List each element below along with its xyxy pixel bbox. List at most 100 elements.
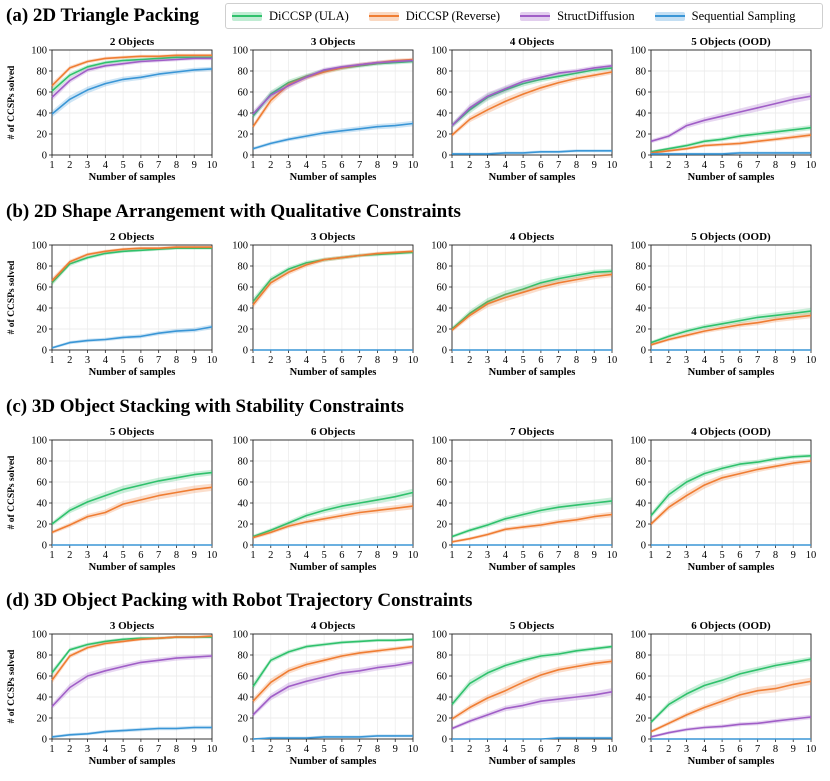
chart-1-2-xtick-label: 1 <box>449 355 454 366</box>
chart-0-0-sequential-sampling-line <box>51 68 213 115</box>
chart-1-3-ytick-label: 80 <box>636 262 647 273</box>
chart-3-1-xtick-label: 10 <box>408 744 419 755</box>
chart-2-0-xtick-label: 3 <box>85 550 90 561</box>
legend-label-ula: DiCCSP (ULA) <box>269 8 349 23</box>
chart-2-1-xtick-label: 4 <box>304 550 310 561</box>
chart-0-3-xtick-label: 10 <box>806 160 817 171</box>
chart-0-3-structdiffusion-line <box>650 95 812 143</box>
chart-0-0-diccsp-reverse-line <box>51 54 212 87</box>
chart-0-0-xtick-label: 7 <box>156 160 161 171</box>
legend-item-reverse: DiCCSP (Reverse) <box>368 9 500 24</box>
chart-0-1-xtick-label: 3 <box>286 160 291 171</box>
chart-3-1-xtick-label: 4 <box>304 744 310 755</box>
chart-2-1-xtick-label: 7 <box>357 550 362 561</box>
chart-1-1-xlabel: Number of samples <box>290 367 377 378</box>
chart-3-0-ytick-label: 0 <box>42 735 47 746</box>
chart-2-0-xtick-label: 2 <box>67 550 72 561</box>
chart-2-2-xtick-label: 10 <box>607 550 618 561</box>
chart-1-3-ytick-label: 0 <box>641 346 646 357</box>
chart-3-2-ytick-label: 80 <box>437 651 448 662</box>
chart-0-2-structdiffusion-band <box>452 63 612 129</box>
chart-2-0-ylabel: # of CCSPs solved <box>7 455 17 529</box>
chart-3-2-xtick-label: 1 <box>449 744 454 755</box>
chart-3-1-ytick-label: 40 <box>238 693 249 704</box>
chart-3-3: 6 Objects (OOD) 0 20 40 60 80 100 1 2 3 4 5 6 7 8 9 10 Nu… <box>630 620 816 767</box>
chart-0-0-ytick-label: 40 <box>37 109 48 120</box>
chart-3-0: 3 Objects 0 20 40 60 80 100 1 2 3 4 5 6 7 8 9 10 Number o… <box>7 620 217 767</box>
section-title-b: (b) 2D Shape Arrangement with Qualitativ… <box>6 201 461 222</box>
chart-1-0-ytick-label: 40 <box>37 304 48 315</box>
chart-3-2-diccsp-reverse-line <box>451 660 613 720</box>
chart-1-3-xtick-label: 7 <box>755 355 760 366</box>
chart-0-2-diccsp-reverse-line <box>451 71 613 136</box>
chart-1-2-xlabel: Number of samples <box>489 367 576 378</box>
chart-1-3-xtick-label: 3 <box>684 355 689 366</box>
chart-0-1-ytick-label: 20 <box>238 130 249 141</box>
chart-0-0-ytick-label: 60 <box>37 88 48 99</box>
chart-3-1-structdiffusion-band <box>253 659 413 718</box>
chart-1-1-xtick-label: 8 <box>375 355 380 366</box>
chart-3-0-xtick-label: 4 <box>103 744 109 755</box>
chart-2-1: 6 Objects 0 20 40 60 80 100 1 2 3 4 5 6 7 8 9 10 Number o… <box>232 426 418 573</box>
chart-2-3-ytick-label: 80 <box>636 457 647 468</box>
chart-1-3-ytick-label: 20 <box>636 325 647 336</box>
chart-2-0-xtick-label: 1 <box>49 550 54 561</box>
chart-1-0-xtick-label: 8 <box>174 355 179 366</box>
chart-2-0-diccsp-reverse-line <box>51 486 213 534</box>
chart-1-1-xtick-label: 4 <box>304 355 310 366</box>
chart-2-3-ytick-label: 60 <box>636 478 647 489</box>
chart-3-0-xtick-label: 2 <box>67 744 72 755</box>
chart-0-3-ytick-label: 100 <box>630 46 646 57</box>
chart-3-2-xtick-label: 2 <box>467 744 472 755</box>
chart-0-0: 2 Objects 0 20 40 60 80 100 1 2 3 4 5 6 7 8 9 10 Number o… <box>7 36 217 183</box>
chart-0-2-xtick-label: 1 <box>449 160 454 171</box>
chart-0-1-xtick-label: 9 <box>393 160 398 171</box>
chart-1-2-xtick-label: 3 <box>485 355 490 366</box>
chart-1-0-diccsp-reverse-band <box>52 245 212 284</box>
chart-2-3-xtick-label: 4 <box>702 550 708 561</box>
chart-0-0-ytick-label: 0 <box>42 151 47 162</box>
chart-1-0-ylabel: # of CCSPs solved <box>7 260 17 334</box>
chart-0-3-sequential-sampling-line <box>651 152 811 155</box>
chart-3-1-xtick-label: 3 <box>286 744 291 755</box>
chart-1-2-xtick-label: 9 <box>592 355 597 366</box>
section-title-c: (c) 3D Object Stacking with Stability Co… <box>6 396 404 417</box>
chart-0-2-title: 4 Objects <box>510 36 555 48</box>
chart-3-3-diccsp-ula-band <box>651 656 811 725</box>
chart-1-2-diccsp-reverse-line <box>451 273 613 331</box>
chart-2-2-ytick-label: 20 <box>437 520 448 531</box>
chart-1-2-ytick-label: 40 <box>437 304 448 315</box>
chart-0-1-sequential-sampling-band <box>253 120 413 151</box>
chart-1-3-diccsp-ula-band <box>651 307 811 345</box>
chart-1-2-ytick-label: 60 <box>437 283 448 294</box>
chart-1-0: 2 Objects 0 20 40 60 80 100 1 2 3 4 5 6 7 8 9 10 Number o… <box>7 231 217 378</box>
chart-3-0-ytick-label: 100 <box>31 630 47 641</box>
chart-0-0-frame <box>51 49 213 156</box>
chart-3-0-xtick-label: 5 <box>120 744 125 755</box>
legend-swatch-structdiffusion <box>520 11 551 21</box>
chart-1-1-xtick-label: 9 <box>393 355 398 366</box>
chart-3-0-structdiffusion-band <box>52 653 212 710</box>
chart-0-1-ytick-label: 0 <box>243 151 248 162</box>
chart-2-0-xtick-label: 8 <box>174 550 179 561</box>
chart-2-2-ytick-label: 80 <box>437 457 448 468</box>
chart-3-2-structdiffusion-band <box>452 688 612 731</box>
chart-2-1-xtick-label: 2 <box>268 550 273 561</box>
chart-0-0-xtick-label: 10 <box>207 160 218 171</box>
chart-0-3: 5 Objects (OOD) 0 20 40 60 80 100 1 2 3 4 5 6 7 8 9 10 Nu… <box>630 36 816 183</box>
chart-2-2-xtick-label: 6 <box>538 550 543 561</box>
chart-0-0-diccsp-reverse-band <box>52 53 212 89</box>
chart-3-1-diccsp-ula-line <box>252 638 414 687</box>
chart-3-3-xtick-label: 4 <box>702 744 708 755</box>
chart-3-2-xtick-label: 5 <box>520 744 525 755</box>
chart-1-1-xtick-label: 6 <box>339 355 344 366</box>
chart-2-0-ytick-label: 20 <box>37 520 48 531</box>
chart-3-3-xtick-label: 9 <box>791 744 796 755</box>
chart-1-1-ytick-label: 80 <box>238 262 249 273</box>
chart-0-1-frame <box>252 49 414 156</box>
chart-3-0-xlabel: Number of samples <box>89 756 176 767</box>
chart-0-1-structdiffusion-line <box>252 59 414 115</box>
chart-1-1-xtick-label: 3 <box>286 355 291 366</box>
chart-2-1-ytick-label: 0 <box>243 541 248 552</box>
